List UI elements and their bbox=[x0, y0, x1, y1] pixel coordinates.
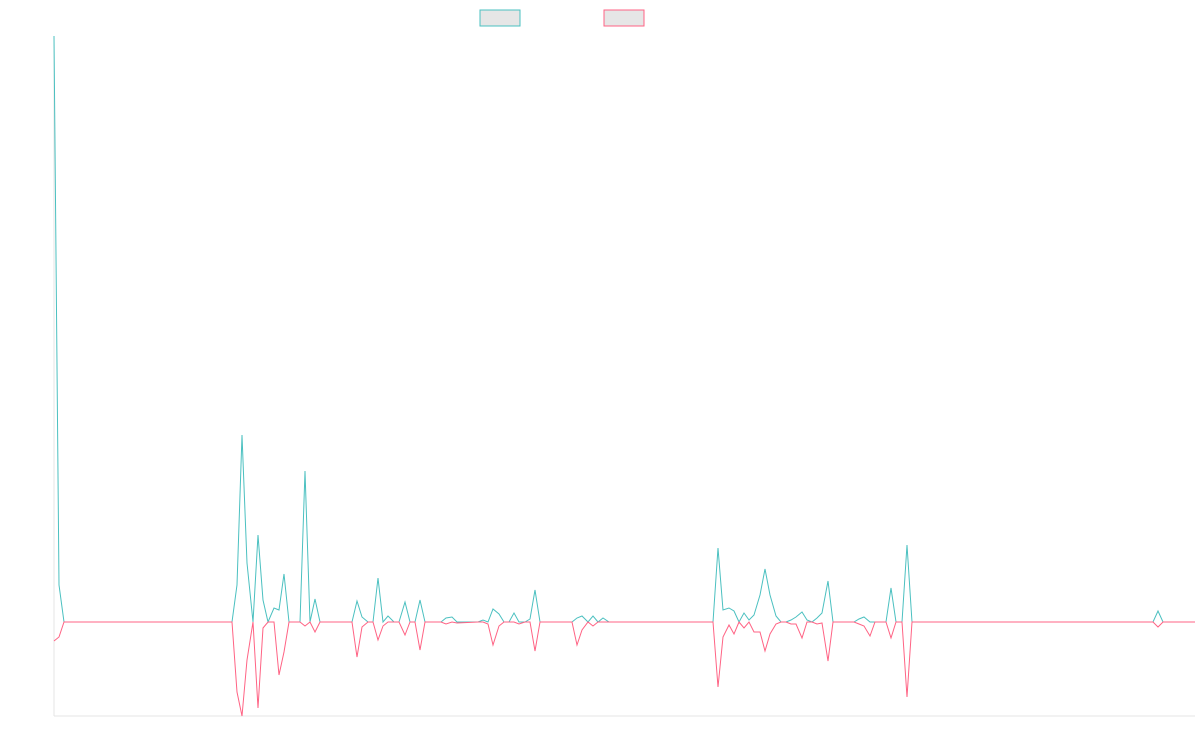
series-line bbox=[53, 621, 1195, 717]
legend-swatch bbox=[603, 9, 645, 27]
legend bbox=[479, 9, 645, 27]
series-line bbox=[53, 35, 1195, 624]
legend-swatch bbox=[479, 9, 521, 27]
